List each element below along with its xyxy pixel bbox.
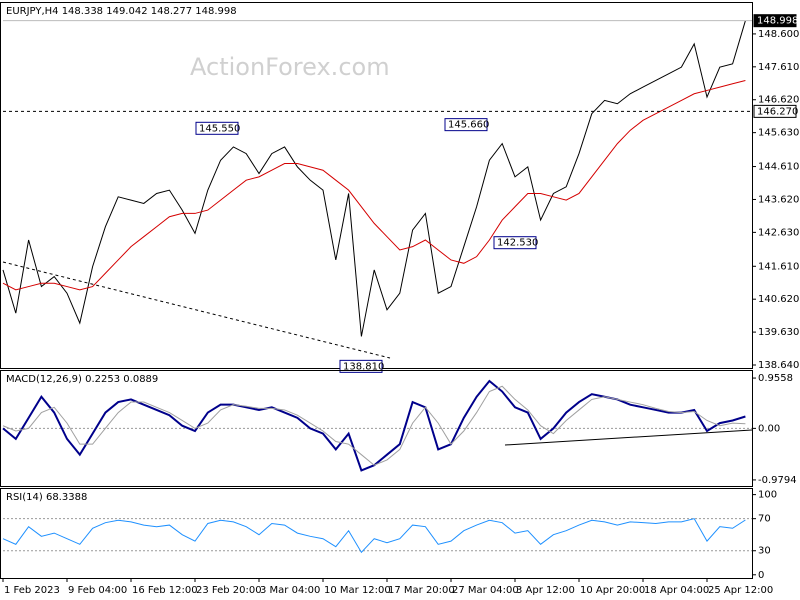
y-tick-label: 0.00: [758, 423, 780, 434]
series-line: [2, 385, 746, 466]
y-tick-label: 138.640: [758, 360, 799, 371]
y-tick-label: 30: [758, 546, 771, 557]
y-tick-label: 141.610: [758, 261, 799, 272]
trendline: [504, 429, 753, 446]
annotation-box: [195, 121, 239, 135]
y-tick-label: 143.620: [758, 194, 799, 205]
price-tag: [753, 104, 797, 118]
annotation: 145.550: [199, 123, 240, 134]
series-line: [2, 518, 746, 554]
series-line: [2, 79, 746, 291]
annotation-box: [493, 236, 537, 250]
x-tick-label: 18 Apr 04:00: [644, 585, 709, 596]
y-tick-label: 0.9558: [758, 373, 793, 384]
y-tick-label: -0.9794: [758, 475, 797, 486]
annotation: 142.530: [497, 238, 538, 249]
price-tag-label: 146.270: [757, 106, 798, 117]
annotation: 138.810: [343, 361, 384, 372]
y-tick-label: 145.630: [758, 128, 799, 139]
x-tick-label: 27 Mar 04:00: [452, 585, 519, 596]
y-tick-label: 0: [758, 570, 764, 581]
x-tick-label: 25 Apr 12:00: [708, 585, 773, 596]
panel-title: MACD(12,26,9) 0.2253 0.0889: [6, 374, 158, 385]
watermark: ActionForex.com: [190, 53, 390, 81]
series-line: [2, 20, 746, 337]
panel-title: EURJPY,H4 148.338 149.042 148.277 148.99…: [6, 6, 237, 17]
panel-frame: [0, 488, 753, 579]
panel-title: RSI(14) 68.3388: [6, 492, 87, 503]
y-tick-label: 147.610: [758, 62, 799, 73]
x-tick-label: 16 Feb 12:00: [132, 585, 198, 596]
y-tick-label: 144.610: [758, 162, 799, 173]
y-tick-label: 139.630: [758, 327, 799, 338]
annotation-box: [444, 118, 488, 132]
x-tick-label: 10 Apr 20:00: [580, 585, 645, 596]
x-tick-label: 10 Mar 12:00: [324, 585, 391, 596]
price-tag-label: 148.998: [757, 16, 798, 27]
x-tick-label: 3 Apr 12:00: [516, 585, 575, 596]
y-tick-label: 146.620: [758, 95, 799, 106]
x-tick-label: 23 Feb 20:00: [196, 585, 262, 596]
annotation-box: [339, 359, 383, 373]
annotation: 145.660: [448, 120, 489, 131]
y-tick-label: 148.600: [758, 29, 799, 40]
y-tick-label: 140.620: [758, 294, 799, 305]
trendline: [2, 261, 391, 359]
y-tick-label: 100: [758, 490, 777, 501]
y-tick-label: 142.630: [758, 227, 799, 238]
x-tick-label: 3 Mar 04:00: [260, 585, 320, 596]
x-tick-label: 17 Mar 20:00: [388, 585, 455, 596]
y-tick-label: 70: [758, 514, 771, 525]
x-tick-label: 9 Feb 04:00: [68, 585, 127, 596]
x-tick-label: 1 Feb 2023: [4, 585, 60, 596]
series-line: [2, 379, 746, 472]
price-tag: [753, 14, 797, 28]
